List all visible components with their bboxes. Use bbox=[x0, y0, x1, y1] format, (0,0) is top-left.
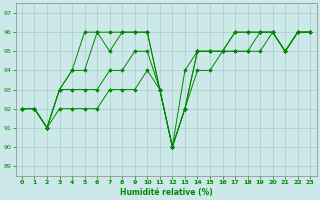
X-axis label: Humidité relative (%): Humidité relative (%) bbox=[120, 188, 212, 197]
